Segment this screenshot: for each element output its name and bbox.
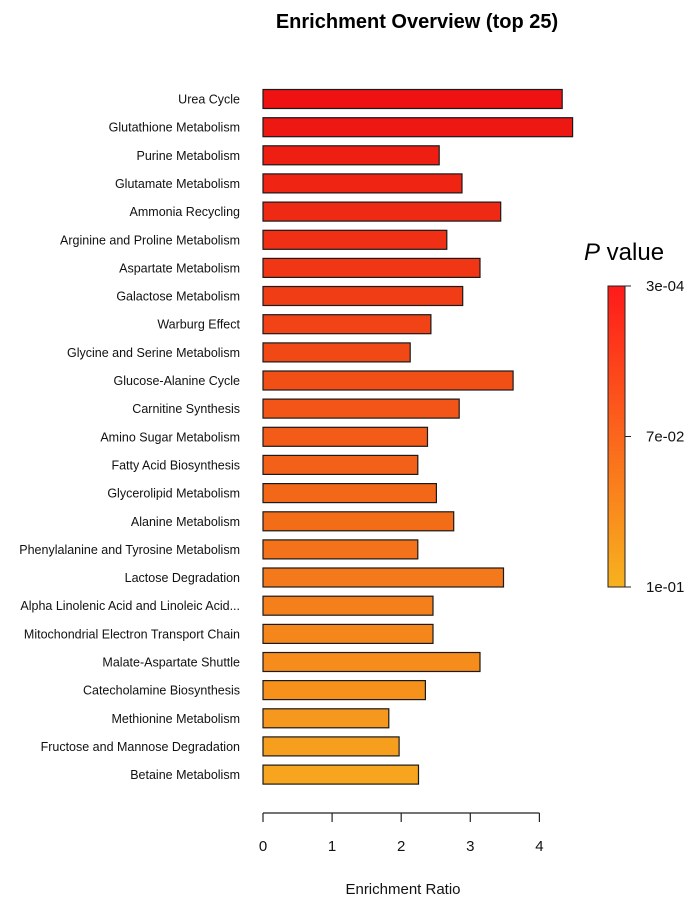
category-label: Catecholamine Biosynthesis (83, 684, 240, 698)
x-tick-label: 2 (397, 838, 405, 855)
bar-carnitine-synthesis (262, 398, 460, 419)
category-label: Urea Cycle (178, 93, 240, 107)
category-label: Phenylalanine and Tyrosine Metabolism (19, 543, 240, 557)
bar-purine-metabolism (262, 145, 440, 166)
legend-title-value: value (600, 239, 664, 266)
category-label: Aspartate Metabolism (119, 261, 240, 275)
legend-tick-label: 7e-02 (646, 429, 684, 446)
bar-catecholamine-biosynthesis (262, 679, 426, 701)
category-label: Ammonia Recycling (130, 205, 241, 219)
bar-malate-aspartate-shuttle (262, 651, 481, 673)
category-label: Arginine and Proline Metabolism (60, 233, 240, 247)
bar-glutamate-metabolism (262, 173, 463, 194)
category-label: Purine Metabolism (136, 149, 240, 163)
category-label: Glucose-Alanine Cycle (114, 374, 240, 388)
x-tick-label: 0 (259, 838, 267, 855)
x-tick-label: 3 (466, 838, 474, 855)
legend-colorbar (607, 285, 626, 588)
bar-amino-sugar-metabolism (262, 426, 429, 447)
category-label: Glutamate Metabolism (115, 177, 240, 191)
category-label: Glutathione Metabolism (109, 121, 240, 135)
category-label: Alpha Linolenic Acid and Linoleic Acid..… (20, 599, 240, 613)
legend-tick-label: 3e-04 (646, 278, 684, 295)
category-label: Methionine Metabolism (111, 712, 240, 726)
bar-alpha-linolenic-acid-and-linoleic-acid (262, 595, 434, 616)
bar-fructose-and-mannose-degradation (262, 736, 400, 757)
bar-mitochondrial-electron-transport-chain (262, 623, 434, 645)
bars-group (262, 88, 574, 785)
category-label: Carnitine Synthesis (132, 402, 240, 416)
category-label: Fructose and Mannose Degradation (41, 740, 240, 754)
bar-warburg-effect (262, 314, 432, 335)
category-label: Betaine Metabolism (130, 768, 240, 782)
category-label: Glycine and Serine Metabolism (67, 346, 240, 360)
legend-ticks-group: 3e-04 7e-02 1e-01 (625, 278, 684, 596)
bar-glutathione-metabolism (262, 117, 574, 138)
bar-glucose-alanine-cycle (262, 370, 514, 391)
category-label: Warburg Effect (157, 318, 240, 332)
chart-title: Enrichment Overview (top 25) (276, 11, 558, 33)
category-label: Alanine Metabolism (131, 515, 240, 529)
bar-arginine-and-proline-metabolism (262, 229, 448, 250)
legend-title-p: P (584, 239, 600, 266)
bar-glycine-and-serine-metabolism (262, 342, 411, 363)
category-label: Fatty Acid Biosynthesis (111, 458, 240, 472)
bar-galactose-metabolism (262, 285, 464, 307)
bar-phenylalanine-and-tyrosine-metabolism (262, 539, 419, 560)
x-tick-label: 1 (328, 838, 336, 855)
bar-methionine-metabolism (262, 708, 390, 729)
color-legend: P value 3e-04 7e-02 1e-01 (584, 239, 684, 596)
bar-glycerolipid-metabolism (262, 483, 437, 504)
x-tick-label: 4 (535, 838, 543, 855)
bar-alanine-metabolism (262, 511, 455, 532)
category-label: Malate-Aspartate Shuttle (102, 656, 240, 670)
category-label: Mitochondrial Electron Transport Chain (24, 627, 240, 641)
category-label: Glycerolipid Metabolism (107, 487, 240, 501)
category-label: Galactose Metabolism (116, 290, 240, 304)
category-label: Lactose Degradation (125, 571, 240, 585)
bar-aspartate-metabolism (262, 257, 481, 278)
x-axis: 0 1 2 3 4 (259, 812, 544, 855)
bar-lactose-degradation (262, 567, 505, 588)
category-labels-group: Urea Cycle Glutathione Metabolism Purine M… (19, 93, 240, 783)
x-axis-title: Enrichment Ratio (345, 881, 460, 898)
bar-betaine-metabolism (262, 764, 420, 785)
bar-urea-cycle (262, 88, 563, 110)
legend-title: P value (584, 239, 664, 266)
category-label: Amino Sugar Metabolism (100, 430, 240, 444)
x-ticks-group: 0 1 2 3 4 (259, 813, 544, 855)
bar-ammonia-recycling (262, 201, 502, 222)
bar-fatty-acid-biosynthesis (262, 454, 419, 475)
legend-tick-label: 1e-01 (646, 579, 684, 596)
